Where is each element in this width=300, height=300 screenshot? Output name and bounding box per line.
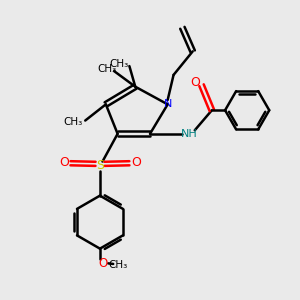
Text: N: N — [164, 99, 172, 109]
Text: CH₃: CH₃ — [63, 117, 82, 127]
Text: CH₃: CH₃ — [98, 64, 117, 74]
Text: CH₃: CH₃ — [110, 59, 129, 69]
Text: O: O — [99, 257, 108, 270]
Text: O: O — [59, 156, 69, 169]
Text: O: O — [131, 156, 141, 169]
Text: NH: NH — [181, 129, 197, 140]
Text: S: S — [96, 159, 104, 172]
Text: CH₃: CH₃ — [109, 260, 128, 270]
Text: O: O — [190, 76, 200, 89]
